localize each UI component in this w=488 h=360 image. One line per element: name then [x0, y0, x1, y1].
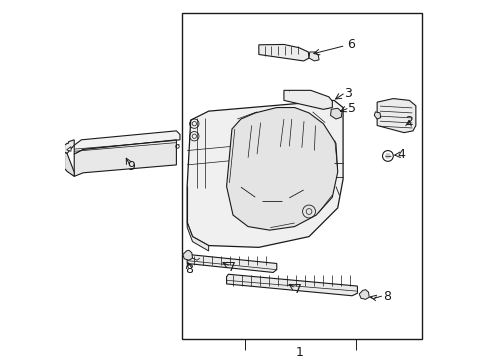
- Polygon shape: [187, 222, 208, 251]
- Polygon shape: [187, 255, 276, 273]
- Text: 8: 8: [184, 263, 193, 276]
- Polygon shape: [64, 140, 74, 153]
- Polygon shape: [74, 131, 180, 154]
- Bar: [182, 13, 421, 339]
- Polygon shape: [226, 108, 337, 230]
- Text: 5: 5: [347, 102, 355, 115]
- Text: 4: 4: [397, 148, 405, 161]
- Polygon shape: [376, 99, 415, 132]
- Polygon shape: [74, 140, 176, 176]
- Polygon shape: [284, 90, 332, 109]
- Polygon shape: [64, 152, 74, 176]
- Text: 7: 7: [294, 283, 302, 296]
- Text: 9: 9: [127, 160, 135, 173]
- Polygon shape: [183, 250, 192, 260]
- Polygon shape: [308, 52, 318, 61]
- Circle shape: [385, 153, 389, 158]
- Polygon shape: [66, 147, 71, 151]
- Text: 3: 3: [343, 87, 351, 100]
- Text: 2: 2: [405, 116, 412, 129]
- Polygon shape: [373, 112, 380, 119]
- Text: 6: 6: [346, 38, 355, 51]
- Text: 1: 1: [296, 346, 304, 359]
- Polygon shape: [187, 100, 343, 247]
- Polygon shape: [258, 44, 308, 61]
- Polygon shape: [226, 274, 357, 296]
- Text: 8: 8: [383, 289, 390, 303]
- Text: 7: 7: [227, 261, 236, 274]
- Polygon shape: [359, 290, 368, 299]
- Polygon shape: [330, 108, 341, 119]
